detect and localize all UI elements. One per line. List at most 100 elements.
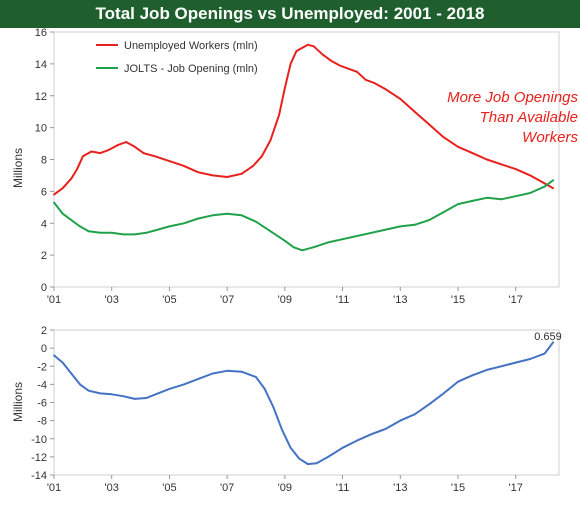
top-series-0-point bbox=[61, 187, 64, 190]
top-series-0-point bbox=[442, 136, 445, 139]
top-series-0-point bbox=[347, 67, 350, 70]
top-series-0-point bbox=[269, 139, 272, 142]
top-x-tick-label: '17 bbox=[509, 294, 523, 306]
bottom-chart-frame bbox=[53, 329, 560, 476]
bottom-series-0-point bbox=[385, 427, 387, 430]
top-series-0-point bbox=[373, 82, 376, 84]
top-series-1-point bbox=[240, 214, 243, 217]
top-series-1-point bbox=[284, 239, 286, 242]
top-y-tick-label: 4 bbox=[41, 218, 47, 230]
top-series-1-point bbox=[399, 225, 402, 228]
top-series-1-point bbox=[471, 200, 474, 202]
bottom-x-tick-label: '03 bbox=[105, 482, 119, 494]
top-series-1-point bbox=[486, 196, 488, 199]
top-x-tick-label: '05 bbox=[162, 294, 176, 306]
top-series-0-point bbox=[90, 150, 93, 153]
bottom-series-0-point bbox=[87, 389, 90, 392]
top-x-tick-label: '13 bbox=[393, 294, 407, 306]
bottom-y-tick-label: -2 bbox=[37, 361, 47, 373]
bottom-series-0-point bbox=[543, 352, 546, 355]
bottom-series-0-point bbox=[289, 446, 292, 449]
bottom-series-0-point bbox=[298, 457, 301, 460]
top-series-1-point bbox=[211, 214, 214, 217]
top-series-0-point bbox=[543, 182, 546, 185]
top-series-1-point bbox=[157, 228, 159, 231]
legend-jolts-label: JOLTS - Job Opening (mln) bbox=[124, 63, 258, 75]
top-series-0-point bbox=[471, 152, 474, 155]
top-x-tick-label: '03 bbox=[105, 294, 119, 306]
top-series-0-point bbox=[514, 168, 517, 171]
top-series-1-point bbox=[413, 223, 416, 226]
top-series-0-point bbox=[413, 110, 416, 113]
bottom-y-tick-label: -6 bbox=[37, 398, 47, 410]
bottom-series-0-point bbox=[457, 380, 459, 383]
top-series-1-point bbox=[269, 230, 272, 233]
bottom-series-0-point bbox=[70, 372, 73, 375]
bottom-x-tick-label: '13 bbox=[393, 482, 407, 494]
bottom-series-0-point bbox=[110, 393, 113, 396]
top-series-line-1 bbox=[53, 179, 554, 252]
bottom-series-0-point bbox=[168, 388, 171, 390]
legend-unemployed-label: Unemployed Workers (mln) bbox=[124, 40, 258, 52]
top-series-0-point bbox=[278, 114, 280, 116]
bottom-chart-lines bbox=[53, 341, 555, 466]
top-series-0-point bbox=[116, 144, 119, 147]
top-series-0-point bbox=[457, 145, 459, 148]
top-series-0-point bbox=[500, 163, 503, 166]
top-series-0-point bbox=[211, 174, 214, 177]
top-series-0-point bbox=[284, 86, 286, 89]
top-series-0-point bbox=[295, 50, 298, 52]
top-series-1-point bbox=[183, 222, 185, 225]
bottom-x-tick-label: '15 bbox=[451, 482, 465, 494]
top-series-1-point bbox=[79, 225, 81, 228]
bottom-series-0-point bbox=[307, 463, 309, 465]
top-series-0-point bbox=[301, 47, 304, 49]
top-series-0-point bbox=[260, 155, 263, 158]
top-series-0-point bbox=[154, 155, 156, 158]
chart-title: Total Job Openings vs Unemployed: 2001 -… bbox=[95, 4, 485, 23]
top-series-1-point bbox=[312, 246, 315, 249]
bottom-y-tick-label: 2 bbox=[41, 325, 47, 337]
top-series-1-point bbox=[457, 203, 459, 206]
bottom-series-0-point bbox=[226, 369, 229, 372]
top-series-0-point bbox=[385, 88, 387, 91]
bottom-series-0-point bbox=[133, 398, 136, 400]
top-series-1-point bbox=[428, 219, 430, 222]
top-x-tick-label: '01 bbox=[47, 294, 61, 306]
bottom-x-tick-label: '09 bbox=[278, 482, 292, 494]
top-series-1-point bbox=[226, 212, 229, 215]
top-series-1-point bbox=[168, 225, 171, 228]
top-series-0-point bbox=[428, 123, 430, 126]
bottom-y-tick-label: -4 bbox=[37, 379, 47, 391]
bottom-y-tick-label: -14 bbox=[31, 470, 47, 482]
top-series-0-point bbox=[82, 155, 84, 158]
top-series-1-point bbox=[529, 192, 531, 194]
top-series-1-point bbox=[500, 198, 503, 201]
top-y-tick-label: 16 bbox=[35, 27, 47, 39]
bottom-series-0-point bbox=[122, 395, 125, 398]
bottom-series-0-point bbox=[99, 392, 102, 395]
bottom-series-0-point bbox=[145, 397, 148, 399]
bottom-series-0-point bbox=[486, 369, 488, 371]
top-series-1-point bbox=[122, 233, 125, 236]
top-series-0-point bbox=[53, 193, 55, 196]
top-series-1-point bbox=[145, 231, 148, 234]
bottom-series-0-point bbox=[183, 383, 185, 386]
bottom-y-tick-label: 0 bbox=[41, 343, 47, 355]
top-series-1-point bbox=[385, 228, 387, 231]
top-series-0-point bbox=[330, 59, 332, 62]
top-series-0-point bbox=[252, 165, 255, 167]
top-series-0-point bbox=[321, 53, 324, 56]
bottom-y-tick-label: -8 bbox=[37, 416, 47, 428]
legend: Unemployed Workers (mln) JOLTS - Job Ope… bbox=[96, 40, 258, 75]
bottom-series-0-point bbox=[272, 406, 275, 408]
annotation-line-2: Than Available bbox=[480, 109, 578, 126]
annotation-line-1: More Job Openings bbox=[447, 89, 578, 106]
top-y-tick-label: 12 bbox=[35, 91, 47, 103]
top-series-1-point bbox=[442, 211, 445, 214]
bottom-x-tick-label: '07 bbox=[220, 482, 234, 494]
top-series-0-point bbox=[142, 152, 145, 155]
top-y-tick-label: 14 bbox=[35, 59, 47, 71]
top-series-0-point bbox=[168, 160, 171, 163]
bottom-series-0-point bbox=[514, 361, 517, 364]
